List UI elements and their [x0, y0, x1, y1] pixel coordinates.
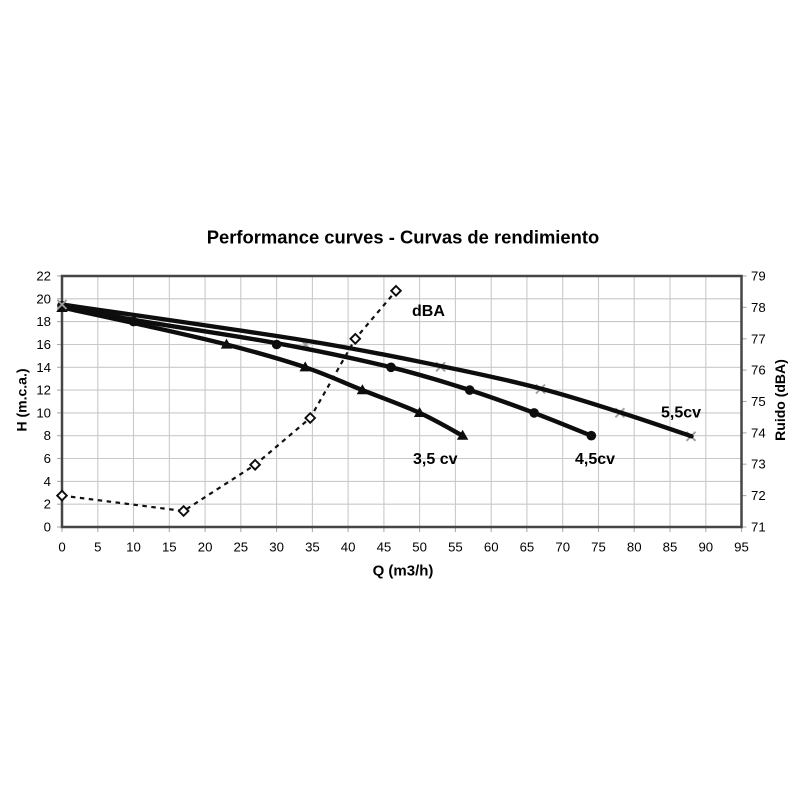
svg-text:22: 22 [36, 269, 51, 284]
svg-text:70: 70 [555, 540, 570, 555]
svg-text:77: 77 [751, 331, 766, 346]
svg-text:16: 16 [36, 337, 51, 352]
svg-text:5,5cv: 5,5cv [661, 405, 701, 422]
svg-text:20: 20 [36, 291, 51, 306]
svg-text:79: 79 [751, 269, 766, 284]
svg-text:25: 25 [233, 540, 248, 555]
svg-text:10: 10 [36, 405, 51, 420]
svg-text:65: 65 [520, 540, 535, 555]
svg-text:2: 2 [44, 497, 51, 512]
svg-text:50: 50 [412, 540, 427, 555]
svg-text:74: 74 [751, 425, 766, 440]
svg-text:60: 60 [484, 540, 499, 555]
svg-text:6: 6 [44, 451, 51, 466]
svg-text:40: 40 [341, 540, 356, 555]
svg-text:8: 8 [44, 428, 51, 443]
svg-text:12: 12 [36, 383, 51, 398]
svg-text:95: 95 [734, 540, 749, 555]
svg-text:4,5cv: 4,5cv [575, 451, 615, 468]
svg-text:30: 30 [269, 540, 284, 555]
svg-text:5: 5 [94, 540, 101, 555]
svg-text:10: 10 [126, 540, 141, 555]
svg-text:0: 0 [44, 520, 51, 535]
svg-text:76: 76 [751, 363, 766, 378]
svg-text:80: 80 [627, 540, 642, 555]
svg-text:85: 85 [663, 540, 678, 555]
svg-text:4: 4 [44, 474, 51, 489]
svg-text:3,5 cv: 3,5 cv [413, 451, 458, 468]
svg-text:dBA: dBA [412, 303, 445, 320]
svg-text:78: 78 [751, 300, 766, 315]
svg-text:73: 73 [751, 457, 766, 472]
svg-text:Performance curves - Curvas de: Performance curves - Curvas de rendimien… [207, 227, 599, 248]
svg-text:35: 35 [305, 540, 320, 555]
svg-text:90: 90 [698, 540, 713, 555]
svg-text:75: 75 [591, 540, 606, 555]
svg-text:Ruido (dBA): Ruido (dBA) [772, 359, 788, 441]
svg-text:20: 20 [198, 540, 213, 555]
svg-text:15: 15 [162, 540, 177, 555]
svg-text:45: 45 [377, 540, 392, 555]
svg-text:18: 18 [36, 314, 51, 329]
svg-text:H (m.c.a.): H (m.c.a.) [14, 368, 30, 431]
svg-text:75: 75 [751, 394, 766, 409]
svg-text:Q (m3/h): Q (m3/h) [373, 563, 434, 580]
svg-text:72: 72 [751, 488, 766, 503]
svg-text:14: 14 [36, 360, 51, 375]
svg-text:71: 71 [751, 520, 766, 535]
svg-text:0: 0 [58, 540, 65, 555]
svg-text:55: 55 [448, 540, 463, 555]
